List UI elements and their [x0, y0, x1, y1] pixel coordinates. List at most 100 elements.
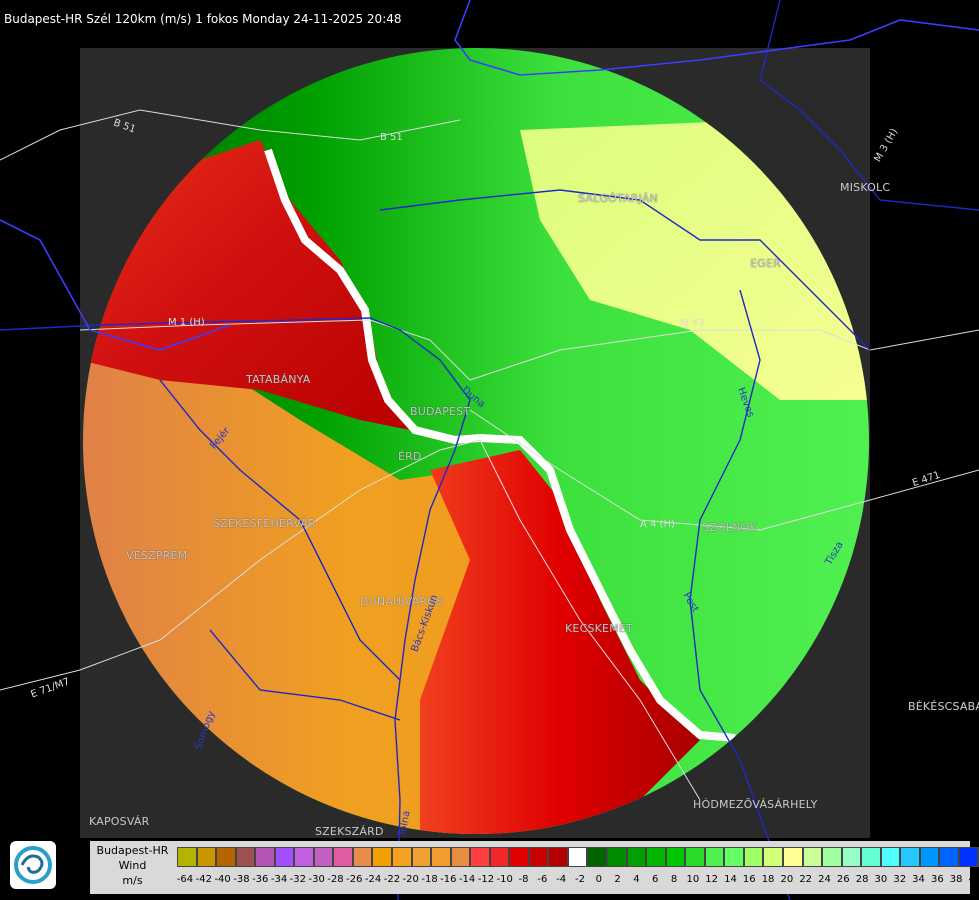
- legend-tick: -20: [402, 874, 419, 885]
- legend-tick: -38: [233, 874, 250, 885]
- legend-swatch: [274, 847, 295, 867]
- city-label-kaposvar: KAPOSVÁR: [89, 815, 150, 828]
- legend-swatch: [665, 847, 686, 867]
- legend-swatch: [958, 847, 979, 867]
- legend-swatch: [216, 847, 236, 867]
- legend-swatch: [743, 847, 764, 867]
- legend-title-unit: m/s: [122, 874, 143, 887]
- legend-tick: 12: [705, 874, 719, 885]
- legend-tick: 6: [652, 874, 659, 885]
- road-label-b51-north: B 51: [380, 132, 403, 143]
- legend-tick: -18: [421, 874, 438, 885]
- legend-swatch: [841, 847, 862, 867]
- legend-swatch: [919, 847, 940, 867]
- legend-swatch: [607, 847, 627, 867]
- legend-tick: 16: [742, 874, 756, 885]
- legend-tick: -10: [496, 874, 513, 885]
- legend-swatch: [333, 847, 353, 867]
- city-label-hodmezovasarhely: HÓDMEZŐVÁSÁRHELY: [693, 798, 818, 811]
- legend-swatch: [763, 847, 783, 867]
- legend-tick: -42: [195, 874, 212, 885]
- legend-tick: -12: [477, 874, 495, 885]
- legend-swatch: [196, 847, 217, 867]
- legend-tick: -24: [364, 874, 382, 885]
- legend-swatch: [567, 847, 588, 867]
- legend-tick: -34: [270, 874, 288, 885]
- legend-swatch: [235, 847, 256, 867]
- legend-tick: 28: [855, 874, 869, 885]
- legend-tick: -6: [537, 874, 548, 885]
- legend-tick: -16: [440, 874, 457, 885]
- legend-swatch: [177, 847, 197, 867]
- legend-swatch: [372, 847, 393, 867]
- legend-swatch: [255, 847, 275, 867]
- legend-tick-labels: -64 -42 -40 -38 -36 -34 -32 -30 -28 -26 -24 -22 -20-…: [176, 874, 979, 888]
- legend-tick: -22: [383, 874, 401, 885]
- legend-swatch: [782, 847, 803, 867]
- legend-tick: 10: [686, 874, 700, 885]
- legend-swatch: [294, 847, 314, 867]
- legend-swatch: [939, 847, 959, 867]
- legend-swatch: [352, 847, 373, 867]
- wind-legend: Budapest-HR Wind m/s -64 -42 -40 -38 -36 -34-…: [90, 841, 979, 894]
- legend-tick: 36: [930, 874, 944, 885]
- legend-swatch: [685, 847, 705, 867]
- legend-tick: 0: [595, 874, 602, 885]
- legend-swatch: [392, 847, 412, 867]
- legend-swatch: [548, 847, 568, 867]
- legend-tick: 38: [949, 874, 963, 885]
- city-label-veszprem: VESZPRÉM: [126, 549, 188, 562]
- legend-tick: 2: [614, 874, 621, 885]
- city-label-szekesfehervar: SZÉKESFEHÉRVÁR: [213, 517, 316, 530]
- legend-title-product: Wind: [118, 859, 147, 872]
- legend-swatch: [724, 847, 744, 867]
- legend-title: Budapest-HR Wind m/s: [90, 843, 175, 888]
- legend-swatch: [489, 847, 510, 867]
- road-label-m43: M 43: [680, 318, 705, 329]
- legend-swatch: [646, 847, 666, 867]
- road-label-m1: M 1 (H): [168, 317, 205, 328]
- legend-tick: -4: [556, 874, 567, 885]
- legend-tick: 18: [761, 874, 775, 885]
- city-label-miskolc: MISKOLC: [840, 181, 891, 194]
- legend-tick: 32: [893, 874, 907, 885]
- road-label-a4: A 4 (H): [640, 519, 675, 530]
- legend-tick: 30: [874, 874, 888, 885]
- city-label-eger: EGER: [750, 257, 781, 270]
- legend-swatch: [528, 847, 549, 867]
- legend-swatch: [587, 847, 608, 867]
- weather-service-logo: [10, 841, 56, 889]
- city-label-szolnok: SZOLNOK: [702, 521, 757, 534]
- radar-title: Budapest-HR Szél 120km (m/s) 1 fokos Mon…: [4, 12, 402, 26]
- city-label-szekszard: SZEKSZÁRD: [315, 825, 384, 838]
- city-label-tatabanya: TATABÁNYA: [246, 373, 311, 386]
- city-label-salgotarjan: SALGÓTARJÁN: [578, 192, 659, 205]
- legend-tick: 14: [724, 874, 737, 885]
- legend-swatch: [313, 847, 334, 867]
- legend-swatch: [450, 847, 471, 867]
- legend-swatch: [704, 847, 725, 867]
- legend-tick: -64: [176, 874, 194, 885]
- legend-tick: -28: [327, 874, 344, 885]
- legend-tick: -40: [214, 874, 231, 885]
- legend-swatch: [802, 847, 823, 867]
- legend-tick: -26: [346, 874, 363, 885]
- legend-tick: 40: [968, 874, 979, 885]
- legend-tick: -36: [252, 874, 269, 885]
- legend-tick: 4: [633, 874, 640, 885]
- legend-swatch: [509, 847, 529, 867]
- legend-swatch: [411, 847, 432, 867]
- legend-color-scale: [177, 847, 979, 869]
- legend-swatch: [900, 847, 920, 867]
- legend-tick: 22: [799, 874, 813, 885]
- legend-tick: -30: [308, 874, 325, 885]
- city-label-budapest: BUDAPEST: [410, 405, 471, 418]
- legend-title-radar: Budapest-HR: [96, 844, 169, 857]
- legend-tick: 8: [670, 874, 678, 885]
- legend-tick: -2: [574, 874, 585, 885]
- legend-tick: 34: [912, 874, 925, 885]
- legend-swatch: [822, 847, 842, 867]
- city-label-erd: ÉRD: [398, 450, 422, 463]
- legend-tick: 26: [836, 874, 850, 885]
